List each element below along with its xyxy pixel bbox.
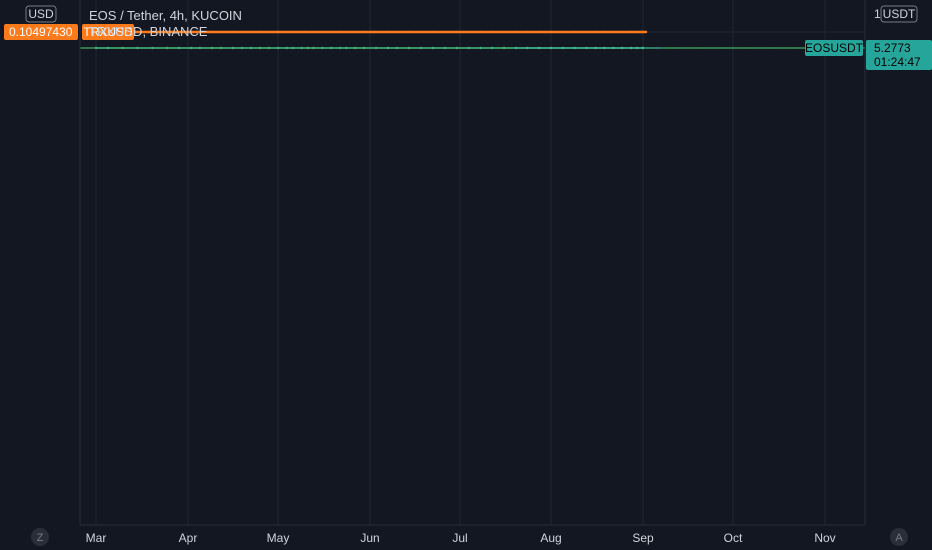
time-tick-label: Mar [86,531,107,545]
point-trxusd-16 [276,30,280,34]
auto-scale-label: A [895,532,903,544]
point-trxusd-32 [431,30,435,34]
point-trxusd-34 [455,30,459,34]
point-trxusd-50 [629,30,633,34]
point-trxusd-7 [189,30,193,34]
bar-countdown: 01:24:47 [874,55,921,69]
point-trxusd-47 [603,30,606,34]
point-trxusd-8 [198,30,202,34]
right-axis-background [865,0,932,550]
trx-name-badge-box [82,24,134,41]
point-trxusd-13 [249,30,253,34]
point-trxusd-5 [166,30,169,34]
eos-name-badge: EOSUSDT [805,41,864,55]
time-tick-label: Oct [724,531,743,545]
point-trxusd-53 [644,30,648,34]
point-trxusd-27 [374,30,378,34]
time-tick-label: Apr [179,531,198,545]
point-trxusd-51 [635,30,639,34]
point-trxusd-41 [538,30,541,34]
point-trxusd-25 [354,30,357,34]
point-trxusd-9 [210,30,214,34]
point-trxusd-29 [395,30,399,34]
point-trxusd-22 [330,30,333,34]
left-unit-label: USD [28,7,54,21]
legend-compare: TRXUSD, BINANCE [89,24,208,39]
time-tick-label: Jun [360,531,379,545]
point-trxusd-46 [594,30,597,34]
eos-price-badge: 5.2773 [874,41,911,55]
point-trxusd-42 [549,30,553,34]
point-trxusd-10 [219,30,223,34]
time-tick-label: May [267,531,290,545]
point-trxusd-40 [526,30,529,34]
point-trxusd-12 [240,30,244,34]
eos-name-badge-box [805,40,863,57]
point-trxusd-17 [288,30,292,34]
eos-price-badge-bg-box [866,40,932,71]
point-trxusd-35 [467,30,470,34]
point-trxusd-26 [362,30,366,34]
left-axis-background [0,0,80,550]
point-trxusd-43 [561,30,565,34]
point-trxusd-38 [502,30,506,34]
point-trxusd-33 [443,30,447,34]
point-trxusd-20 [312,30,315,34]
point-trxusd-6 [177,30,181,34]
trx-price-badge-box [4,24,78,41]
time-tick-label: Aug [540,531,561,545]
time-tick-label: Jul [452,531,467,545]
point-trxusd-18 [297,30,300,34]
point-trxusd-24 [345,30,348,34]
point-trxusd-31 [419,30,423,34]
point-trxusd-30 [407,30,411,34]
point-trxusd-23 [339,30,342,34]
trx-name-badge: TRXUSD [83,25,133,39]
left-unit-box[interactable] [25,5,57,23]
zoom-reset-label: Z [37,532,44,544]
legend-main: EOS / Tether, 4h, KUCOIN [89,8,242,23]
auto-scale-button[interactable] [890,528,908,546]
right-unit-box[interactable] [880,5,918,23]
point-trxusd-14 [258,30,262,34]
point-trxusd-19 [303,30,306,34]
point-trxusd-49 [621,30,624,34]
point-trxusd-3 [136,30,139,34]
point-trxusd-36 [479,30,482,34]
point-trxusd-21 [321,30,324,34]
time-axis-background [0,525,932,550]
zoom-reset-button[interactable] [31,528,49,546]
point-trxusd-11 [231,30,235,34]
point-trxusd-15 [267,30,271,34]
point-trxusd-28 [386,30,390,34]
point-trxusd-44 [573,30,576,34]
point-trxusd-45 [585,30,588,34]
point-trxusd-39 [514,30,517,34]
point-trxusd-52 [641,30,645,34]
right-tick-label: 1 [874,7,881,21]
point-trxusd-37 [491,30,494,34]
point-trxusd-48 [612,30,615,34]
trx-price-badge: 0.10497430 [9,25,73,39]
time-tick-label: Sep [632,531,654,545]
point-trxusd-4 [151,30,154,34]
right-unit-label: USDT [883,7,916,21]
time-tick-label: Nov [814,531,835,545]
